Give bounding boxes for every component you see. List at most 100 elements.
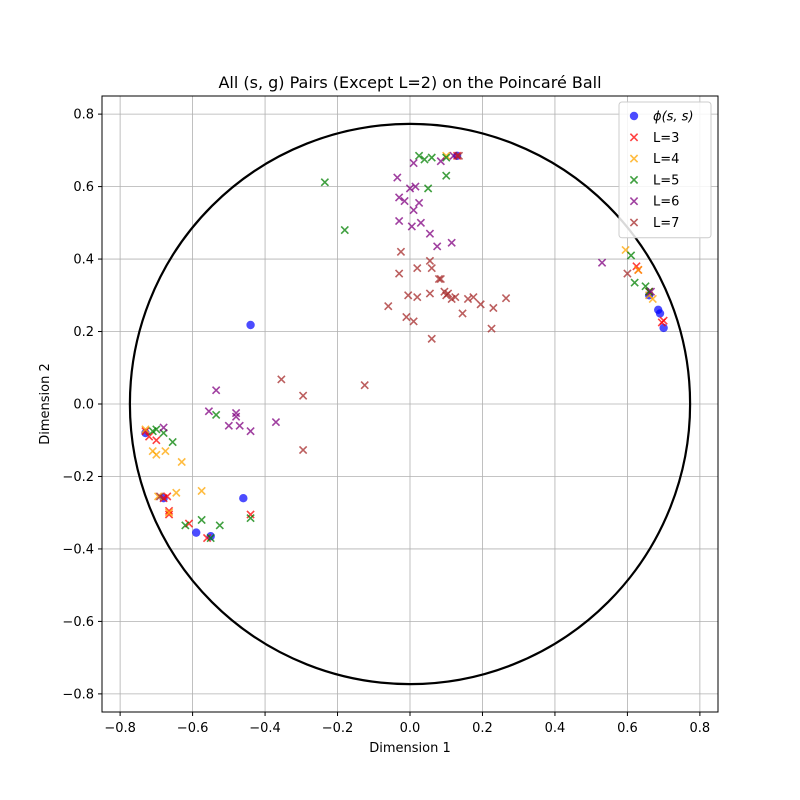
data-point <box>153 492 163 501</box>
data-point <box>489 303 498 313</box>
data-point <box>204 407 214 416</box>
data-point <box>451 292 460 302</box>
legend-label: L=4 <box>653 152 679 167</box>
y-tick-label: 0.8 <box>73 108 94 123</box>
data-point <box>340 225 349 235</box>
data-point <box>433 242 442 251</box>
legend-label: L=3 <box>653 131 679 146</box>
data-point <box>427 334 436 343</box>
data-point <box>161 446 170 456</box>
data-point <box>231 408 241 418</box>
legend-marker <box>629 218 639 227</box>
data-point <box>164 510 174 519</box>
data-point <box>646 287 656 296</box>
data-point <box>277 375 286 384</box>
data-point <box>404 291 413 300</box>
data-point <box>447 238 456 247</box>
data-point <box>443 289 453 298</box>
data-point <box>458 309 467 318</box>
x-tick-label: 0.0 <box>400 721 421 736</box>
data-point <box>164 508 174 517</box>
legend-marker <box>629 197 639 206</box>
data-point <box>630 278 639 287</box>
data-point <box>141 425 150 434</box>
data-point <box>427 263 436 273</box>
data-point <box>442 153 451 162</box>
data-point <box>298 391 308 400</box>
data-point <box>501 294 511 303</box>
data-point <box>402 312 411 322</box>
data-point <box>644 287 654 296</box>
x-tick-label: 0.8 <box>690 721 711 736</box>
data-point <box>202 533 212 543</box>
data-point <box>159 423 168 432</box>
data-point <box>416 218 426 227</box>
data-point <box>400 196 409 206</box>
data-point <box>298 445 308 455</box>
data-point <box>409 205 418 215</box>
y-tick-label: −0.6 <box>62 615 94 630</box>
legend: ϕ(s, s) L=3 L=4 L=5 L=6 L=7 <box>618 101 712 239</box>
data-point <box>246 513 255 523</box>
data-point <box>469 292 478 302</box>
y-tick-label: −0.8 <box>62 687 94 702</box>
legend-label: L=6 <box>653 195 679 210</box>
data-point <box>413 263 422 273</box>
legend-label: L=5 <box>653 173 679 188</box>
data-point <box>246 427 255 436</box>
data-point <box>425 256 435 266</box>
data-point <box>141 427 150 436</box>
x-tick-label: −0.6 <box>177 721 209 736</box>
data-point <box>206 533 215 543</box>
data-point <box>320 178 330 187</box>
data-point <box>181 521 190 530</box>
data-point <box>434 274 444 284</box>
data-point <box>407 222 416 231</box>
data-point <box>409 317 418 326</box>
x-axis-label: Dimension 1 <box>369 741 451 756</box>
data-point <box>634 265 643 275</box>
data-point <box>197 486 206 496</box>
data-point <box>152 436 161 445</box>
data-point <box>231 412 241 421</box>
data-point <box>414 198 424 208</box>
data-point <box>436 157 445 166</box>
data-point <box>626 251 636 260</box>
data-point <box>246 510 255 519</box>
data-point <box>144 432 154 441</box>
x-tick-label: 0.6 <box>617 721 638 736</box>
data-point <box>152 450 161 459</box>
y-tick-label: 0.0 <box>73 398 94 413</box>
data-point <box>442 171 451 180</box>
data-point <box>405 184 415 193</box>
data-point <box>413 292 422 302</box>
x-tick-label: 0.2 <box>472 721 493 736</box>
data-point <box>394 193 404 202</box>
x-tick-label: 0.4 <box>545 721 566 736</box>
data-point <box>425 289 435 298</box>
legend-marker <box>629 175 639 185</box>
series-2 <box>141 151 657 517</box>
data-point <box>394 216 404 226</box>
data-point <box>211 386 221 395</box>
data-point <box>423 184 433 193</box>
data-point <box>425 229 435 238</box>
data-point <box>239 494 248 503</box>
poincare-boundary-circle <box>128 122 692 686</box>
boundary-circle-layer <box>128 122 692 686</box>
data-point <box>597 258 607 267</box>
data-point <box>452 151 462 160</box>
data-point <box>155 492 165 501</box>
data-point <box>177 457 186 467</box>
data-point <box>384 301 393 311</box>
data-point <box>211 410 221 420</box>
data-point <box>360 380 369 390</box>
data-point <box>463 294 473 304</box>
data-point <box>224 421 233 430</box>
data-point <box>164 506 174 516</box>
data-point <box>657 318 667 327</box>
y-tick-label: 0.2 <box>73 325 94 340</box>
series-5 <box>155 151 632 501</box>
legend-marker <box>629 111 639 121</box>
